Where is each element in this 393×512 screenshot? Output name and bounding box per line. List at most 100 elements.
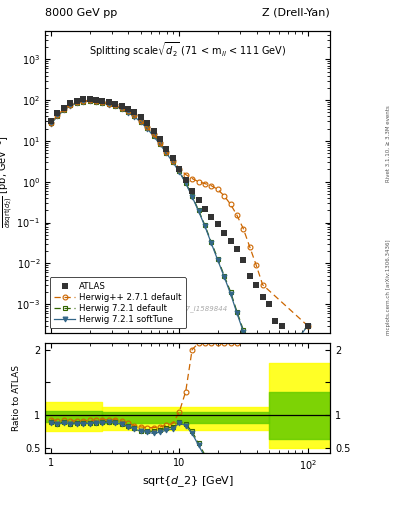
Herwig++ 2.7.1 default <box>222 193 226 199</box>
Herwig 7.2.1 default <box>145 125 150 131</box>
ATLAS <box>279 323 284 329</box>
Herwig 7.2.1 default <box>151 133 156 139</box>
ATLAS <box>190 188 195 194</box>
Herwig 7.2.1 default <box>132 113 137 119</box>
Herwig++ 2.7.1 default <box>260 282 265 288</box>
Herwig++ 2.7.1 default <box>215 186 220 193</box>
Text: 8000 GeV pp: 8000 GeV pp <box>45 8 118 18</box>
Herwig 7.2.1 softTune <box>132 114 137 120</box>
Herwig++ 2.7.1 default <box>81 98 85 104</box>
Herwig++ 2.7.1 default <box>68 102 73 108</box>
ATLAS <box>164 145 169 152</box>
Herwig++ 2.7.1 default <box>132 113 137 119</box>
Herwig 7.2.1 softTune <box>235 310 239 316</box>
Herwig 7.2.1 softTune <box>126 110 130 116</box>
Herwig 7.2.1 softTune <box>305 323 310 329</box>
ATLAS <box>171 155 175 161</box>
Herwig 7.2.1 softTune <box>164 150 169 156</box>
Herwig 7.2.1 softTune <box>241 329 246 335</box>
Line: Herwig++ 2.7.1 default: Herwig++ 2.7.1 default <box>49 98 310 328</box>
Y-axis label: Ratio to ATLAS: Ratio to ATLAS <box>12 365 21 431</box>
ATLAS <box>100 98 105 104</box>
Herwig 7.2.1 softTune <box>177 169 182 175</box>
ATLAS <box>55 111 60 117</box>
Line: Herwig 7.2.1 default: Herwig 7.2.1 default <box>49 99 310 390</box>
Herwig++ 2.7.1 default <box>184 172 188 178</box>
Herwig 7.2.1 softTune <box>151 133 156 139</box>
Herwig++ 2.7.1 default <box>209 183 214 189</box>
Herwig++ 2.7.1 default <box>107 100 111 106</box>
Herwig 7.2.1 softTune <box>248 348 252 354</box>
Herwig 7.2.1 default <box>119 106 124 112</box>
Herwig 7.2.1 softTune <box>119 106 124 112</box>
Herwig++ 2.7.1 default <box>241 226 246 232</box>
Herwig 7.2.1 default <box>74 100 79 106</box>
Herwig++ 2.7.1 default <box>190 176 195 182</box>
Herwig++ 2.7.1 default <box>203 181 208 187</box>
ATLAS <box>209 214 214 220</box>
ATLAS <box>248 273 252 279</box>
ATLAS <box>113 101 118 107</box>
ATLAS <box>267 301 272 307</box>
Herwig 7.2.1 softTune <box>138 119 143 125</box>
ATLAS <box>222 230 226 236</box>
Herwig 7.2.1 default <box>260 385 265 391</box>
Text: ATLAS_2017_I1589844: ATLAS_2017_I1589844 <box>147 305 228 312</box>
ATLAS <box>184 177 188 183</box>
Herwig 7.2.1 default <box>171 159 175 165</box>
Herwig 7.2.1 default <box>164 150 169 156</box>
Herwig++ 2.7.1 default <box>55 112 60 118</box>
Herwig++ 2.7.1 default <box>228 201 233 207</box>
Herwig++ 2.7.1 default <box>49 120 53 126</box>
Herwig 7.2.1 softTune <box>228 291 233 297</box>
Herwig 7.2.1 softTune <box>254 366 259 372</box>
Legend: ATLAS, Herwig++ 2.7.1 default, Herwig 7.2.1 default, Herwig 7.2.1 softTune: ATLAS, Herwig++ 2.7.1 default, Herwig 7.… <box>50 278 185 329</box>
ATLAS <box>68 100 73 106</box>
Text: Rivet 3.1.10, ≥ 3.3M events: Rivet 3.1.10, ≥ 3.3M events <box>386 105 391 182</box>
Herwig++ 2.7.1 default <box>254 262 259 268</box>
Herwig++ 2.7.1 default <box>74 99 79 105</box>
ATLAS <box>119 103 124 110</box>
Herwig 7.2.1 default <box>215 255 220 262</box>
Text: mcplots.cern.ch [arXiv:1306.3436]: mcplots.cern.ch [arXiv:1306.3436] <box>386 239 391 334</box>
Text: Splitting scale$\sqrt{d_2}$ (71 < m$_{ll}$ < 111 GeV): Splitting scale$\sqrt{d_2}$ (71 < m$_{ll… <box>89 40 286 58</box>
ATLAS <box>94 96 98 102</box>
ATLAS <box>196 197 201 203</box>
Herwig++ 2.7.1 default <box>235 212 239 219</box>
Herwig 7.2.1 default <box>203 222 208 228</box>
Herwig 7.2.1 default <box>55 113 60 119</box>
Herwig 7.2.1 softTune <box>260 387 265 393</box>
Herwig 7.2.1 softTune <box>184 180 188 186</box>
Herwig++ 2.7.1 default <box>119 105 124 111</box>
ATLAS <box>228 238 233 244</box>
Herwig 7.2.1 softTune <box>113 103 118 110</box>
Herwig 7.2.1 default <box>209 239 214 245</box>
ATLAS <box>241 257 246 263</box>
Herwig 7.2.1 default <box>228 289 233 295</box>
X-axis label: sqrt{$d\_2$} [GeV]: sqrt{$d\_2$} [GeV] <box>141 475 234 489</box>
Herwig 7.2.1 softTune <box>215 257 220 263</box>
Herwig++ 2.7.1 default <box>126 108 130 114</box>
Herwig 7.2.1 default <box>241 327 246 333</box>
Herwig 7.2.1 softTune <box>222 274 226 280</box>
ATLAS <box>305 323 310 329</box>
ATLAS <box>138 114 143 120</box>
Herwig 7.2.1 softTune <box>55 113 60 119</box>
ATLAS <box>235 246 239 252</box>
Text: Z (Drell-Yan): Z (Drell-Yan) <box>263 8 330 18</box>
Herwig 7.2.1 default <box>177 168 182 175</box>
Herwig 7.2.1 softTune <box>196 208 201 215</box>
Herwig 7.2.1 default <box>94 99 98 105</box>
Herwig 7.2.1 default <box>196 207 201 214</box>
Herwig++ 2.7.1 default <box>138 118 143 124</box>
Herwig 7.2.1 default <box>254 365 259 371</box>
Herwig++ 2.7.1 default <box>145 124 150 130</box>
ATLAS <box>132 110 137 116</box>
ATLAS <box>145 120 150 126</box>
ATLAS <box>273 317 278 324</box>
Herwig 7.2.1 softTune <box>145 125 150 132</box>
Herwig 7.2.1 softTune <box>100 100 105 106</box>
Herwig 7.2.1 softTune <box>203 223 208 229</box>
Herwig 7.2.1 softTune <box>68 102 73 109</box>
ATLAS <box>126 106 130 112</box>
